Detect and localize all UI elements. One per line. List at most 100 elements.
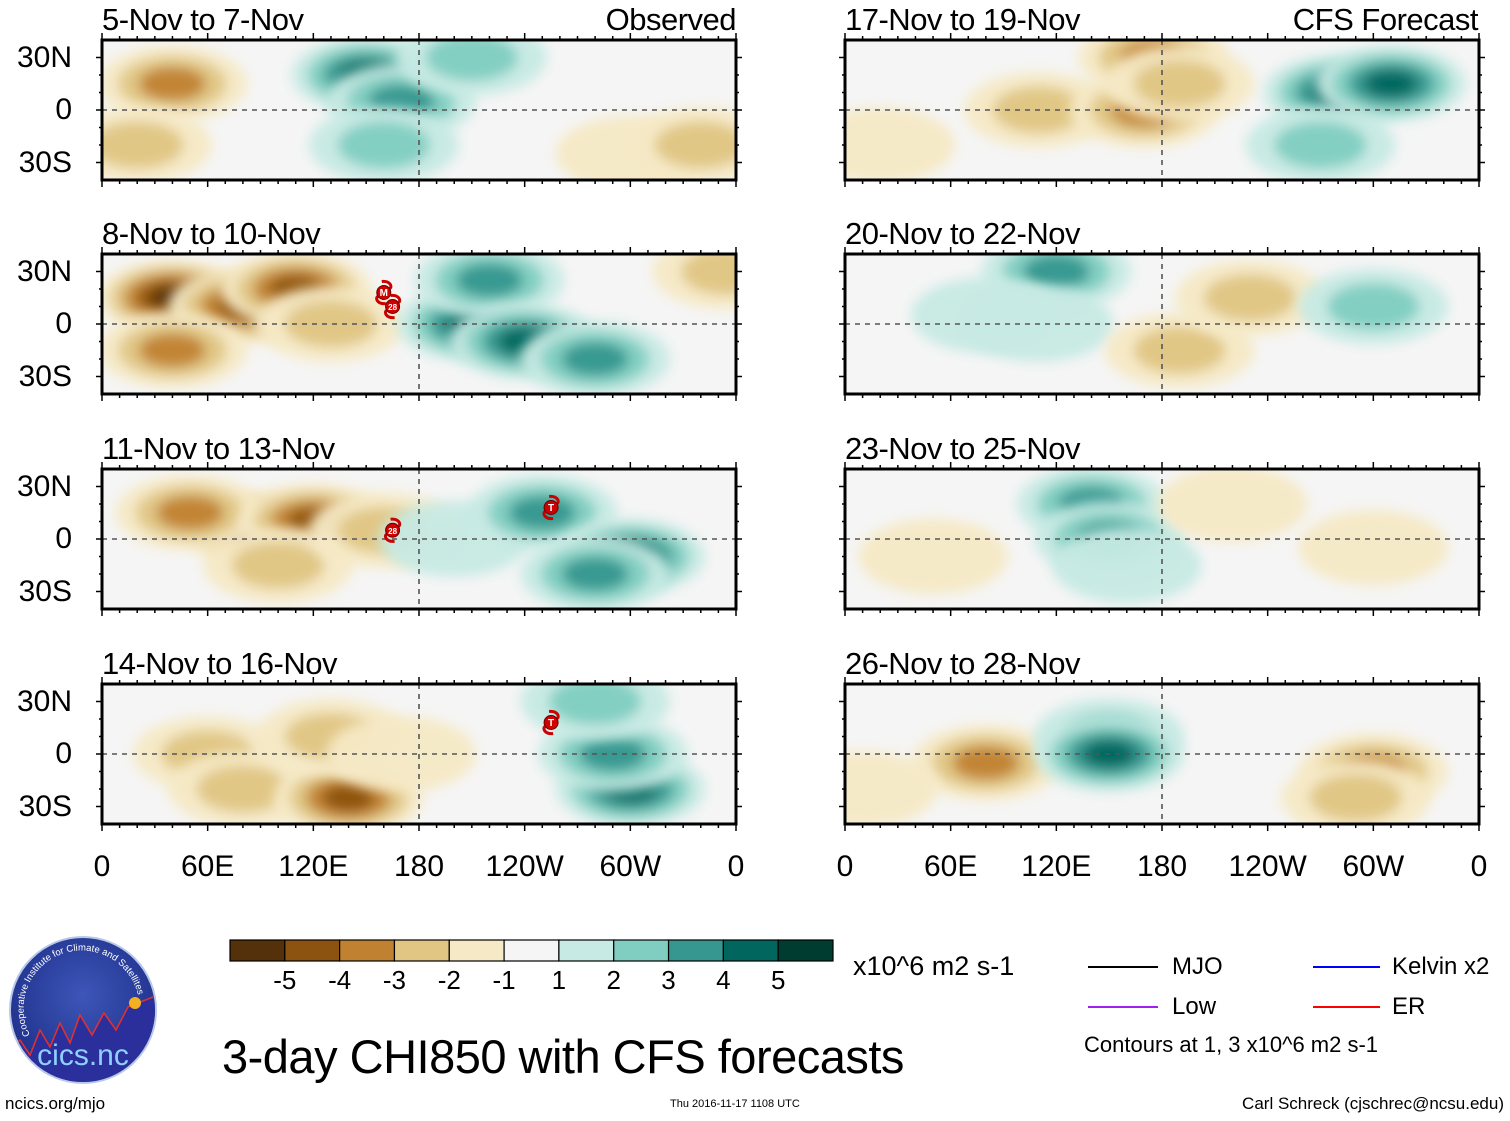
svg-text:28: 28 [388, 303, 397, 312]
y-tick-label: 0 [55, 307, 72, 340]
colorbar-label: -5 [273, 965, 297, 995]
footer-timestamp: Thu 2016-11-17 1108 UTC [670, 1098, 800, 1110]
svg-text:T: T [548, 718, 554, 729]
contour-note: Contours at 1, 3 x10^6 m2 s-1 [1084, 1032, 1379, 1057]
legend-swatch-low [1088, 1006, 1158, 1008]
y-tick-label: 30S [18, 789, 72, 823]
map-panel-1 [96, 33, 742, 187]
anomaly-region [308, 107, 459, 180]
y-tick-label: 30S [18, 574, 72, 608]
anomaly-region [255, 286, 406, 362]
colorbar-swatch [722, 939, 779, 962]
y-tick-label: 0 [55, 737, 72, 770]
x-tick-label: 0 [727, 850, 745, 883]
colorbar-label: 2 [606, 965, 621, 995]
anomaly-region [102, 45, 248, 122]
anomaly-region [1104, 45, 1255, 122]
y-tick-label: 30S [18, 359, 72, 393]
colorbar-units: x10^6 m2 s-1 [853, 951, 1015, 981]
panel-title-5: 17-Nov to 19-Nov [845, 2, 1080, 37]
panel-title-3: 11-Nov to 13-Nov [102, 431, 335, 466]
main-title: 3-day CHI850 with CFS forecasts [222, 1030, 904, 1083]
panel-title-4: 14-Nov to 16-Nov [102, 646, 337, 681]
colorbar-label: -1 [492, 965, 516, 995]
x-tick-label: 120W [1228, 850, 1307, 883]
logo-text: cics.nc [37, 1039, 129, 1072]
anomaly-region [203, 527, 354, 604]
colorbar [229, 939, 834, 962]
anomaly-region [1051, 527, 1202, 604]
anomaly-region [845, 751, 938, 824]
cics-logo: Cooperative Institute for Climate and Sa… [9, 936, 157, 1084]
anomaly-region [1315, 45, 1466, 122]
y-tick-label: 30N [16, 254, 72, 288]
anomaly-region [910, 277, 1061, 354]
tropical-cyclone-icon: T [542, 494, 560, 521]
x-tick-label: 120W [485, 850, 564, 883]
colorbar-label: -2 [437, 965, 461, 995]
colorbar-swatch [667, 939, 724, 962]
colorbar-swatch [503, 939, 560, 962]
x-tick-label: 60W [599, 850, 662, 883]
y-tick-label: 30N [16, 469, 72, 503]
panel-title-7: 23-Nov to 25-Nov [845, 431, 1080, 466]
x-tick-label: 180 [393, 850, 445, 883]
y-tick-label: 30N [16, 40, 72, 74]
anomaly-region [520, 321, 671, 394]
map-panel-3: 28 T [96, 462, 742, 616]
map-panel-2: M28 [96, 247, 742, 401]
y-tick-label: 0 [55, 522, 72, 555]
colorbar-swatch [393, 939, 450, 962]
map-panel-7 [839, 462, 1485, 616]
svg-text:28: 28 [388, 527, 397, 536]
x-tick-label: 60W [1342, 850, 1405, 883]
anomaly-region [1245, 107, 1396, 180]
tropical-cyclone-icon: 28 [383, 293, 402, 320]
legend-swatch-kelvin [1313, 966, 1380, 968]
colorbar-label: -3 [382, 965, 407, 995]
anomaly-region [1280, 759, 1431, 824]
anomaly-region [1157, 469, 1308, 542]
anomaly-region [326, 716, 477, 792]
map-panel-8 [839, 677, 1485, 831]
colorbar-swatch [777, 939, 834, 962]
y-tick-label: 30S [18, 145, 72, 179]
anomaly-region [467, 474, 618, 551]
colorbar-swatch [448, 939, 505, 962]
footer-url[interactable]: ncics.org/mjo [5, 1094, 106, 1113]
x-tick-label: 60E [923, 850, 978, 883]
colorbar-swatch [558, 939, 615, 962]
y-tick-label: 0 [55, 93, 72, 126]
legend-label-low: Low [1172, 993, 1217, 1020]
anomaly-region [396, 40, 547, 96]
anomaly-region [652, 254, 736, 310]
x-tick-label: 180 [1136, 850, 1188, 883]
legend-label-er: ER [1392, 993, 1426, 1020]
panel-label-cfs-forecast: CFS Forecast [1292, 2, 1479, 37]
anomaly-region [1175, 259, 1326, 336]
x-tick-label: 120E [1021, 850, 1092, 883]
svg-text:T: T [548, 503, 554, 514]
anomaly-region [520, 684, 671, 740]
anomaly-region [102, 107, 213, 180]
colorbar-label: 4 [716, 965, 731, 995]
colorbar-swatch [339, 939, 396, 962]
anomaly-region [1298, 268, 1449, 345]
colorbar-label: 3 [661, 965, 676, 995]
colorbar-label: -4 [328, 965, 352, 995]
x-tick-label: 120E [278, 850, 349, 883]
colorbar-swatch [229, 939, 286, 962]
colorbar-swatch [284, 939, 341, 962]
panel-title-8: 26-Nov to 28-Nov [845, 646, 1080, 681]
map-panel-4: T [96, 677, 742, 831]
panel-title-6: 20-Nov to 22-Nov [845, 216, 1080, 251]
legend-label-kelvin: Kelvin x2 [1392, 953, 1490, 980]
tropical-cyclone-icon: T [542, 709, 560, 736]
anomaly-region [1298, 509, 1449, 586]
x-tick-label: 0 [1470, 850, 1488, 883]
anomaly-region [414, 254, 565, 319]
map-panel-6 [839, 247, 1485, 401]
anomaly-region [625, 107, 736, 180]
svg-text:M: M [380, 288, 388, 299]
x-tick-label: 0 [836, 850, 854, 883]
